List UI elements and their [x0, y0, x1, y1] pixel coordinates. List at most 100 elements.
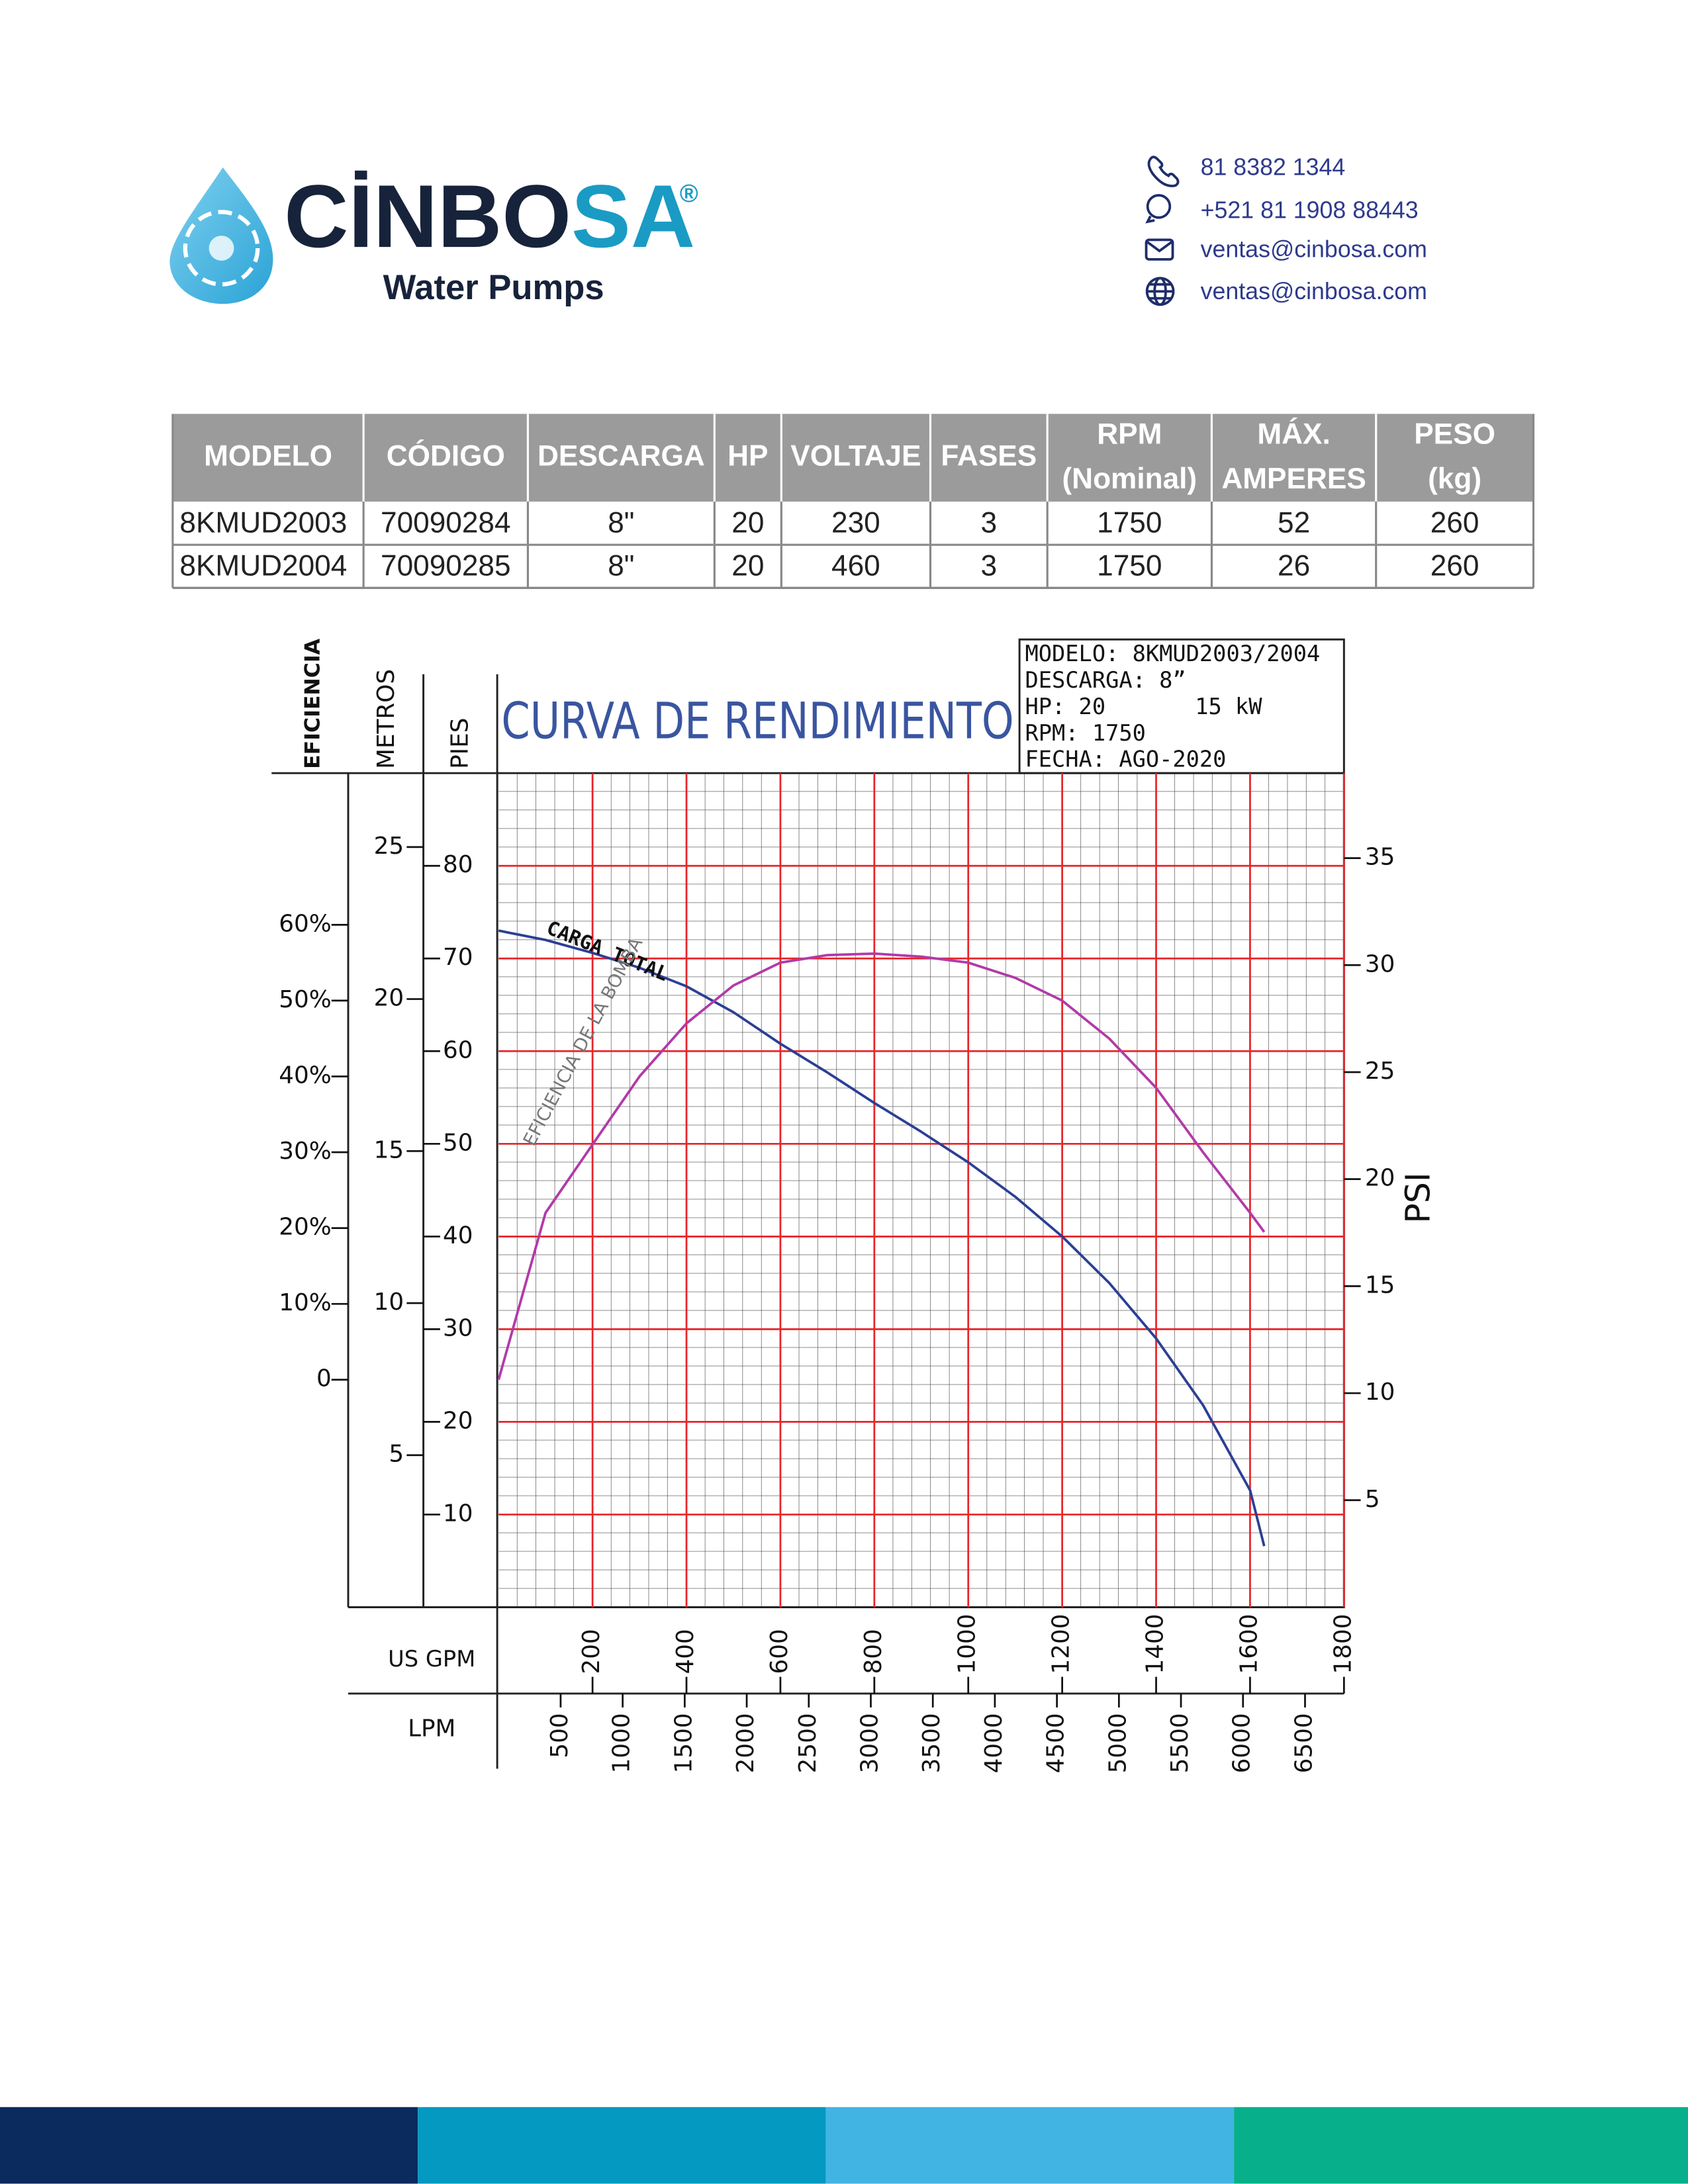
- y4-tick-label: 15: [1365, 1271, 1395, 1298]
- x-tick-label: 1400: [1142, 1614, 1169, 1674]
- contact-text: ventas@cinbosa.com: [1201, 236, 1427, 263]
- table-header: CÓDIGO: [387, 439, 505, 472]
- table-cell: 26: [1278, 550, 1310, 582]
- table-header: MODELO: [204, 439, 332, 472]
- x2-tick-label: 5000: [1104, 1713, 1131, 1773]
- contact-icons: [1145, 156, 1180, 306]
- y-tick-label: 60: [443, 1036, 473, 1064]
- table-header: AMPERES: [1221, 463, 1366, 495]
- brand-subtitle: Water Pumps: [383, 268, 604, 307]
- y-tick-label: 50: [443, 1129, 473, 1156]
- y2-tick-label: 50%: [279, 986, 331, 1013]
- brand-main: CİNBO: [284, 166, 571, 266]
- axis-title: PIES: [446, 717, 473, 768]
- table-header: (kg): [1428, 463, 1481, 495]
- table-header: DESCARGA: [538, 439, 705, 472]
- y-tick-label: 40: [443, 1222, 473, 1249]
- x2-tick-label: 6500: [1290, 1713, 1317, 1773]
- info-line: FECHA: AGO-2020: [1025, 747, 1227, 772]
- y3-tick-label: 15: [374, 1136, 404, 1163]
- info-line: 15 kW: [1195, 694, 1262, 719]
- table-header: MÁX.: [1257, 418, 1330, 451]
- series-line: [497, 952, 1266, 1381]
- x-tick-label: 800: [860, 1629, 887, 1674]
- table-header: (Nominal): [1062, 463, 1197, 495]
- table-cell: 460: [831, 550, 880, 582]
- y4-tick-label: 20: [1365, 1165, 1395, 1192]
- x-tick-label: 1800: [1329, 1614, 1356, 1674]
- x2-tick-label: 3000: [856, 1713, 883, 1773]
- y2-tick-label: 40%: [279, 1062, 331, 1089]
- table-cell: 8KMUD2004: [179, 550, 347, 582]
- x-tick-label: 200: [578, 1629, 605, 1674]
- brand-name: CİNBOSA: [284, 166, 695, 266]
- table-cell: 3: [981, 550, 998, 582]
- table-cell: 8": [608, 506, 634, 539]
- y3-tick-label: 20: [374, 985, 404, 1012]
- x-tick-label: 400: [672, 1629, 699, 1674]
- x2-tick-label: 4000: [980, 1713, 1008, 1773]
- y4-tick-label: 35: [1365, 844, 1395, 871]
- table-cell: 1750: [1097, 506, 1162, 539]
- x2-tick-label: 6000: [1229, 1713, 1256, 1773]
- y-tick-label: 10: [443, 1500, 473, 1527]
- table-cell: 260: [1430, 506, 1479, 539]
- x2-tick-label: 500: [546, 1713, 573, 1758]
- table-cell: 230: [831, 506, 880, 539]
- table-cell: 70090284: [381, 506, 511, 539]
- table-cell: 20: [731, 506, 764, 539]
- y2-tick-label: 20%: [279, 1214, 331, 1241]
- table-cell: 260: [1430, 550, 1479, 582]
- table-header: FASES: [941, 439, 1037, 472]
- table-cell: 52: [1278, 506, 1310, 539]
- table-cell: 1750: [1097, 550, 1162, 582]
- info-line: RPM: 1750: [1025, 720, 1146, 746]
- y-tick-label: 20: [443, 1407, 473, 1434]
- contact-text: 81 8382 1344: [1201, 154, 1346, 181]
- x-tick-label: 1000: [954, 1614, 981, 1674]
- y2-tick-label: 10%: [279, 1289, 331, 1316]
- axis-title: LPM: [408, 1715, 455, 1743]
- contact-text: +521 81 1908 88443: [1201, 197, 1419, 224]
- info-line: HP: 20: [1025, 694, 1106, 719]
- y-tick-label: 30: [443, 1314, 473, 1342]
- chart-frame: [271, 638, 1345, 1769]
- y4-tick-label: 10: [1365, 1379, 1395, 1406]
- contact-text: ventas@cinbosa.com: [1201, 278, 1427, 304]
- table-header: HP: [727, 439, 768, 472]
- y3-tick-label: 5: [389, 1441, 404, 1468]
- y4-tick-label: 25: [1365, 1058, 1395, 1085]
- table-cell: 8": [608, 550, 634, 582]
- y2-tick-label: 30%: [279, 1138, 331, 1165]
- logo-icon: [169, 167, 273, 304]
- brand-registered: ®: [680, 180, 698, 208]
- y4-tick-label: 30: [1365, 950, 1395, 978]
- y3-tick-label: 10: [374, 1289, 404, 1316]
- axis-title: EFICIENCIA: [301, 638, 324, 769]
- info-line: DESCARGA: 8”: [1025, 667, 1186, 693]
- table-cell: 70090285: [381, 550, 511, 582]
- x-tick-label: 600: [766, 1629, 793, 1674]
- table-header: VOLTAJE: [790, 439, 921, 472]
- y-tick-label: 80: [443, 851, 473, 878]
- table-cell: 3: [981, 506, 998, 539]
- info-line: MODELO: 8KMUD2003/2004: [1025, 641, 1321, 666]
- x2-tick-label: 1000: [608, 1713, 635, 1773]
- table-cell: 20: [731, 550, 764, 582]
- axis-title: US GPM: [388, 1646, 475, 1672]
- x2-tick-label: 2000: [732, 1713, 759, 1773]
- x2-tick-label: 2500: [794, 1713, 821, 1773]
- axis-title: PSI: [1399, 1172, 1438, 1223]
- chart-title: CURVA DE RENDIMIENTO: [501, 692, 1013, 751]
- x-tick-label: 1600: [1235, 1614, 1262, 1674]
- y2-tick-label: 60%: [279, 910, 331, 937]
- brand-accent: SA: [571, 166, 695, 266]
- series-line: [498, 929, 1266, 1547]
- x2-tick-label: 1500: [670, 1713, 697, 1773]
- y4-tick-label: 5: [1365, 1486, 1380, 1513]
- x2-tick-label: 5500: [1166, 1713, 1194, 1773]
- y-tick-label: 70: [443, 944, 473, 971]
- x-tick-label: 1200: [1048, 1614, 1075, 1674]
